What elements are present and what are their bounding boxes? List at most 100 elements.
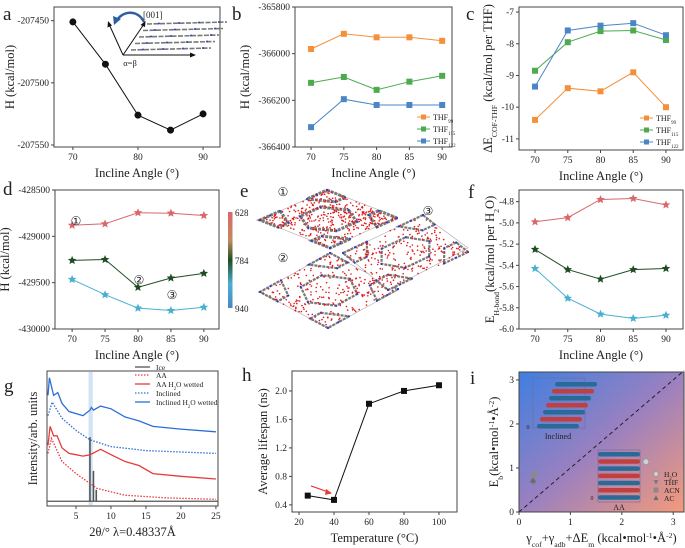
water-oxygen	[322, 226, 325, 229]
water-oxygen	[381, 222, 384, 224]
water-oxygen	[314, 228, 317, 231]
water-oxygen	[421, 238, 424, 241]
y-tick-label: -207550	[17, 141, 49, 151]
legend-label: THF99	[656, 114, 677, 126]
water-oxygen	[330, 224, 332, 227]
water-oxygen	[310, 233, 312, 235]
water-oxygen	[337, 209, 340, 211]
water-oxygen	[379, 267, 382, 270]
water-oxygen	[345, 274, 347, 277]
water-oxygen	[459, 249, 461, 251]
water-oxygen	[294, 210, 297, 213]
water-oxygen	[379, 252, 381, 254]
water-oxygen	[291, 224, 293, 226]
water-oxygen	[386, 255, 389, 257]
nitrogen-atom	[190, 34, 192, 37]
water-oxygen	[308, 215, 311, 218]
water-oxygen	[357, 208, 359, 211]
y-tick-label: -366200	[258, 96, 290, 106]
nitrogen-atom	[320, 274, 323, 277]
water-oxygen	[391, 276, 393, 279]
data-point	[530, 244, 540, 254]
water-oxygen	[291, 217, 294, 220]
legend-marker	[653, 487, 659, 493]
water-oxygen	[355, 205, 358, 208]
water-oxygen	[338, 318, 340, 321]
water-oxygen	[324, 321, 327, 323]
water-oxygen	[316, 234, 318, 237]
nitrogen-atom	[310, 239, 313, 242]
water-oxygen	[351, 220, 353, 223]
water-oxygen	[394, 269, 396, 272]
water-oxygen	[320, 198, 323, 200]
y-tick-label: 0.4	[275, 501, 287, 511]
water-oxygen	[367, 259, 370, 261]
water-oxygen	[400, 224, 402, 227]
water-oxygen	[329, 256, 331, 259]
data-point	[532, 116, 539, 123]
nitrogen-atom	[346, 261, 349, 264]
water-oxygen	[269, 219, 271, 221]
cell-outline	[342, 214, 469, 291]
legend-label: AA H2O wetted	[156, 380, 204, 392]
data-point	[530, 217, 540, 226]
water-oxygen	[348, 279, 350, 282]
water-oxygen	[359, 208, 362, 211]
arrow-head-icon	[140, 21, 146, 27]
water-oxygen	[341, 216, 343, 218]
y-tick-label: 1.6	[275, 415, 287, 425]
water-oxygen	[322, 316, 325, 319]
water-oxygen	[379, 277, 381, 280]
water-oxygen	[363, 212, 366, 215]
water-oxygen	[428, 260, 431, 262]
cof-ring	[305, 252, 351, 270]
legend-label: THF115	[656, 126, 679, 138]
water-oxygen	[416, 245, 419, 247]
water-oxygen	[438, 247, 441, 250]
water-oxygen	[365, 242, 367, 244]
stack-layer	[598, 488, 640, 493]
water-oxygen	[290, 304, 292, 307]
nitrogen-atom	[386, 293, 389, 296]
water-oxygen	[326, 215, 328, 218]
colorbar-label-part: 628	[235, 208, 249, 218]
origin-label: 0	[527, 425, 530, 431]
nitrogen-atom	[178, 22, 180, 24]
nitrogen-atom	[387, 289, 389, 291]
x-axis-label-part: Incline Angle (°)	[95, 166, 179, 180]
water-oxygen	[370, 207, 372, 210]
y-axis-label-part: 2	[492, 209, 501, 213]
water-oxygen	[448, 257, 451, 259]
water-oxygen	[338, 293, 340, 296]
water-oxygen	[325, 206, 328, 209]
water-oxygen	[417, 272, 419, 275]
water-oxygen	[301, 228, 303, 231]
water-oxygen	[422, 267, 424, 270]
water-oxygen	[282, 225, 285, 228]
water-oxygen	[277, 225, 279, 228]
water-oxygen	[388, 254, 390, 256]
water-oxygen	[341, 219, 343, 222]
nitrogen-atom	[326, 189, 328, 191]
x-tick-label: 40	[329, 518, 339, 528]
water-oxygen	[378, 216, 381, 219]
water-oxygen	[414, 219, 416, 222]
water-oxygen	[384, 235, 387, 237]
water-oxygen	[464, 251, 467, 254]
water-oxygen	[412, 263, 415, 266]
water-oxygen	[378, 250, 381, 253]
nitrogen-atom	[327, 327, 329, 329]
legend-label: THF115	[433, 125, 456, 137]
nitrogen-atom	[404, 266, 407, 269]
water-oxygen	[328, 190, 331, 192]
water-oxygen	[337, 214, 340, 217]
water-oxygen	[442, 261, 445, 264]
water-oxygen	[329, 263, 332, 265]
water-oxygen	[411, 267, 414, 270]
water-oxygen	[425, 268, 428, 271]
data-point	[166, 208, 176, 217]
data-point	[365, 400, 372, 407]
water-oxygen	[426, 237, 429, 240]
water-oxygen	[435, 227, 438, 229]
data-point	[564, 27, 571, 34]
